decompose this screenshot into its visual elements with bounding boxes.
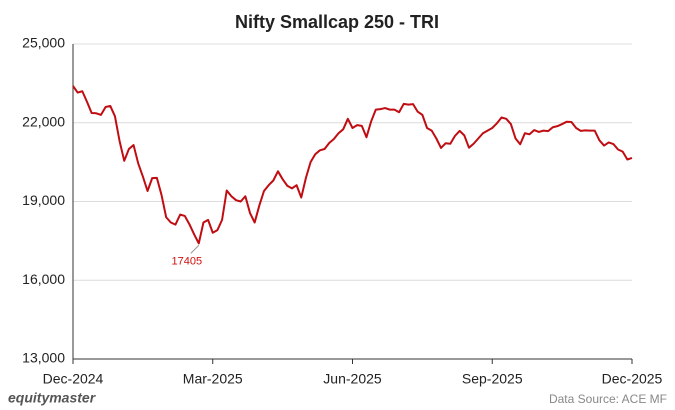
- x-tick-label: Jun-2025: [323, 371, 382, 387]
- x-tick-label: Mar-2025: [183, 371, 243, 387]
- y-tick-label: 13,000: [22, 350, 65, 366]
- brand: equitymaster: [8, 390, 97, 406]
- chart-title: Nifty Smallcap 250 - TRI: [235, 12, 439, 32]
- y-tick-label: 19,000: [22, 192, 65, 208]
- x-tick-label: Dec-2024: [43, 371, 104, 387]
- y-tick-label: 16,000: [22, 271, 65, 287]
- y-tick-label: 22,000: [22, 113, 65, 129]
- line: [72, 85, 633, 245]
- annotation-leader: [190, 245, 200, 254]
- annotation: 17405: [171, 255, 202, 267]
- y-tick-label: 25,000: [22, 35, 65, 51]
- source: Data Source: ACE MF: [549, 392, 667, 406]
- x-tick-label: Sep-2025: [462, 371, 523, 387]
- x-tick-label: Dec-2025: [602, 371, 663, 387]
